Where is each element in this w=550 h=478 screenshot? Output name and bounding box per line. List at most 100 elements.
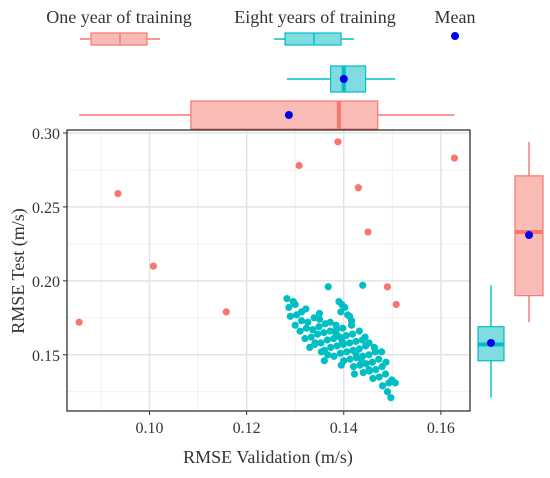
legend-key-eight-years (274, 32, 354, 46)
point-eight-years (330, 352, 338, 360)
x-tick-label: 0.10 (136, 420, 164, 437)
point-eight-years (387, 394, 395, 402)
point-eight-years (361, 333, 369, 341)
point-eight-years (359, 281, 367, 289)
point-eight-years (302, 305, 310, 313)
point-eight-years (301, 334, 309, 343)
point-eight-years (378, 348, 386, 356)
plot-border (66, 129, 471, 412)
mean-point (339, 75, 348, 83)
x-tick-label: 0.14 (330, 420, 358, 437)
point-one-year (334, 138, 342, 146)
point-eight-years (315, 309, 324, 317)
point-one-year (75, 318, 83, 326)
point-eight-years (315, 323, 323, 331)
y-tick-label: 0.30 (32, 126, 60, 143)
point-eight-years (352, 337, 360, 346)
point-eight-years (291, 321, 299, 329)
point-eight-years (332, 330, 341, 338)
point-eight-years (343, 348, 351, 356)
x-tick-label: 0.16 (427, 420, 455, 437)
point-eight-years (345, 339, 354, 347)
point-eight-years (347, 321, 356, 329)
point-eight-years (324, 283, 332, 291)
y-boxplot-eight-years (477, 285, 505, 398)
box (330, 65, 367, 93)
point-eight-years (315, 315, 324, 323)
point-eight-years (326, 318, 334, 326)
point-eight-years (297, 317, 306, 325)
point-eight-years (357, 355, 365, 363)
y-tick-label: 0.20 (32, 274, 60, 291)
point-one-year (114, 189, 122, 198)
x-boxplot-eight-years (286, 65, 396, 93)
legend-key-one-year (80, 32, 160, 46)
plot-panel: 0.10 0.12 0.14 0.16 0.15 0.20 0.25 0.30 (32, 126, 471, 437)
point-eight-years (337, 308, 345, 316)
x-boxplot-one-year (79, 100, 455, 130)
legend-box (90, 32, 148, 46)
point-eight-years (326, 327, 334, 335)
box (190, 100, 379, 130)
point-eight-years (291, 300, 299, 309)
gridlines (67, 130, 470, 411)
point-eight-years (304, 318, 312, 326)
point-eight-years (327, 343, 335, 352)
point-eight-years (324, 351, 332, 359)
point-eight-years (369, 374, 377, 383)
point-one-year (383, 283, 392, 291)
point-eight-years (313, 330, 322, 338)
point-eight-years (302, 324, 310, 332)
point-eight-years (379, 382, 387, 390)
point-eight-years (383, 388, 392, 396)
point-eight-years (370, 343, 378, 352)
point-eight-years (311, 339, 319, 347)
point-eight-years (375, 373, 383, 381)
mean-point (525, 231, 533, 240)
y-tick-label: 0.25 (32, 200, 60, 217)
point-eight-years (320, 357, 328, 365)
point-eight-years (345, 312, 354, 320)
legend-label-mean: Mean (435, 7, 476, 27)
point-eight-years (372, 365, 380, 374)
point-eight-years (356, 361, 364, 369)
legend-box (284, 32, 342, 46)
point-eight-years (333, 342, 341, 350)
point-eight-years (346, 355, 354, 363)
point-eight-years (365, 365, 373, 374)
mean-point (487, 338, 495, 347)
point-eight-years (296, 327, 304, 335)
point-one-year (392, 300, 400, 309)
point-eight-years (362, 360, 370, 368)
point-eight-years (317, 339, 325, 347)
x-axis-label: RMSE Validation (m/s) (183, 447, 353, 468)
legend-label-one-year: One year of training (46, 7, 191, 27)
point-eight-years (285, 303, 293, 312)
legend-label-eight-years: Eight years of training (234, 7, 395, 27)
x-marginal-boxplots (79, 65, 455, 130)
point-eight-years (286, 312, 294, 320)
point-eight-years (317, 348, 326, 356)
point-one-year (364, 228, 372, 236)
point-eight-years (336, 349, 344, 357)
point-one-year (450, 154, 459, 162)
point-eight-years (306, 343, 314, 352)
point-eight-years (338, 337, 346, 346)
point-eight-years (381, 370, 390, 378)
legend: One year of training Eight years of trai… (46, 7, 476, 46)
point-eight-years (342, 331, 350, 340)
point-eight-years (348, 330, 357, 338)
point-one-year (354, 184, 362, 192)
point-eight-years (339, 324, 347, 332)
point-eight-years (368, 358, 377, 366)
point-eight-years (382, 358, 390, 366)
x-axis: 0.10 0.12 0.14 0.16 (136, 411, 455, 437)
point-eight-years (349, 363, 358, 371)
plot-background (67, 130, 470, 411)
point-eight-years (359, 368, 367, 377)
point-one-year (295, 161, 303, 170)
point-eight-years (309, 326, 317, 334)
point-one-year (149, 262, 158, 270)
y-axis: 0.15 0.20 0.25 0.30 (32, 126, 67, 365)
